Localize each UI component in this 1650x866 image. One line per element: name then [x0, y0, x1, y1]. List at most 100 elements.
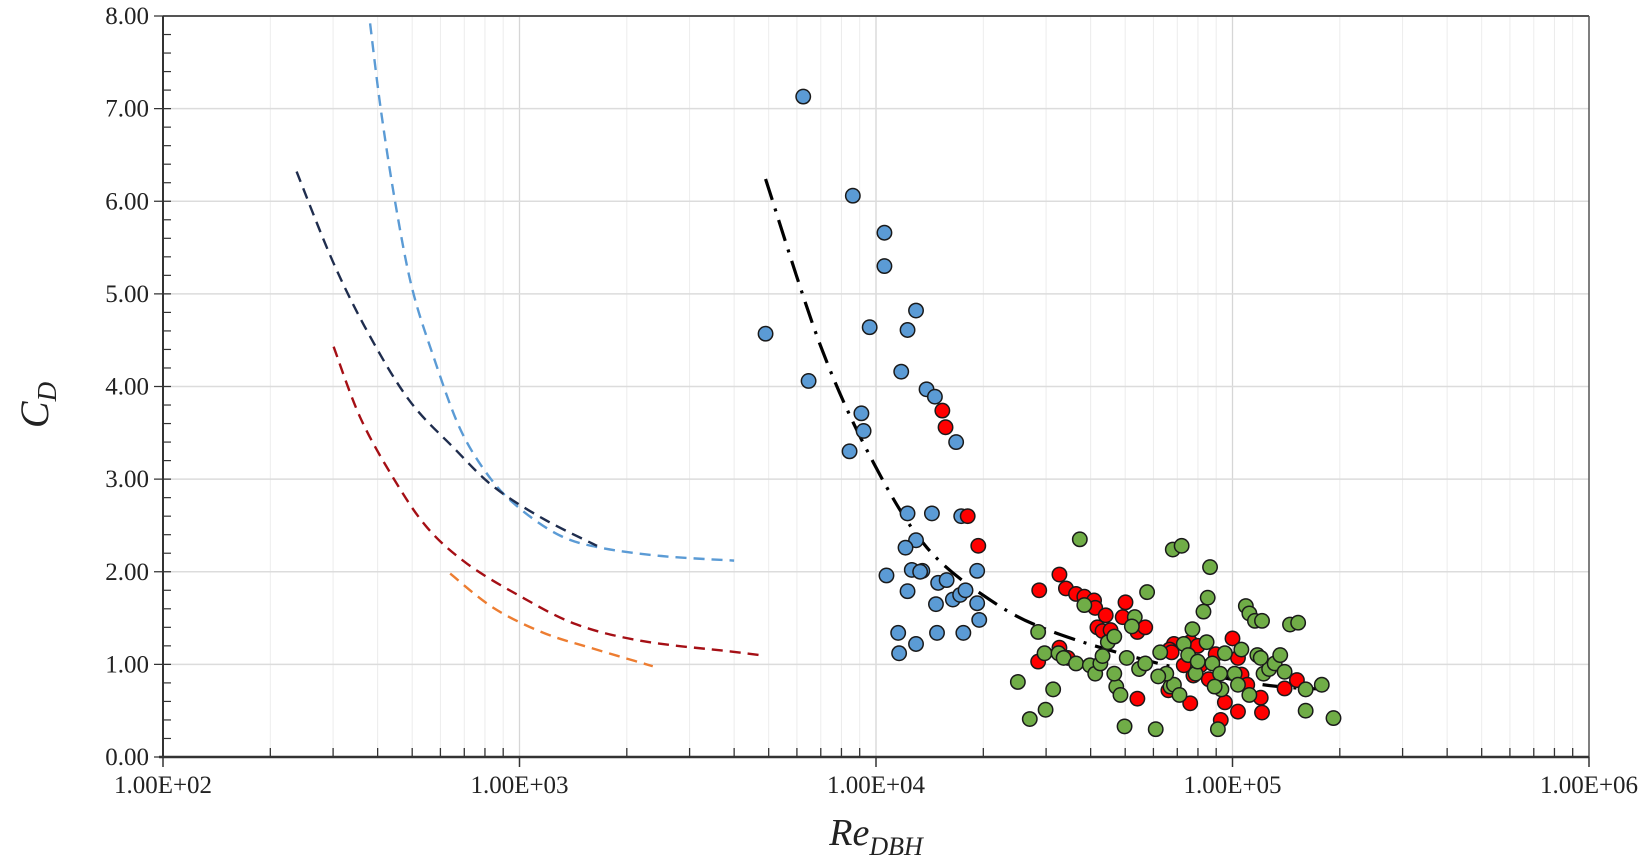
data-point-series-2: [1230, 676, 1246, 693]
data-point-series-2: [1045, 681, 1062, 698]
data-point-series-1: [1182, 695, 1199, 712]
data-point-series-2: [1313, 676, 1330, 693]
data-point-series-1: [970, 537, 987, 554]
data-point-series-0: [957, 582, 974, 599]
data-point-series-1: [1276, 680, 1293, 697]
data-point-series-0: [800, 372, 817, 389]
data-point-series-1: [1117, 594, 1134, 611]
data-point-series-0: [897, 539, 914, 556]
axes: [154, 15, 1590, 767]
data-point-series-0: [926, 388, 943, 405]
data-point-series-0: [861, 319, 878, 336]
data-point-series-1: [1254, 704, 1270, 721]
data-point-series-0: [795, 88, 812, 105]
data-point-series-2: [1112, 686, 1129, 703]
data-point-series-2: [1216, 645, 1233, 662]
data-point-series-0: [757, 325, 774, 342]
data-point-series-2: [1068, 655, 1084, 672]
y-tick-label: 3.00: [105, 466, 149, 493]
dashed-curve-1: [295, 171, 598, 547]
data-point-series-1: [1097, 607, 1114, 624]
data-point-series-2: [1254, 612, 1270, 629]
data-point-series-2: [1241, 686, 1258, 703]
data-point-series-2: [1233, 641, 1250, 658]
data-point-series-0: [912, 563, 929, 580]
data-point-series-2: [1189, 653, 1206, 670]
data-point-series-2: [1137, 655, 1154, 672]
data-point-series-2: [1195, 603, 1212, 620]
data-point-series-0: [948, 434, 965, 451]
data-point-series-2: [1076, 597, 1093, 614]
data-point-series-2: [1123, 618, 1140, 635]
data-point-series-2: [1094, 648, 1111, 664]
data-point-series-2: [1021, 711, 1038, 727]
data-point-series-0: [908, 636, 924, 652]
data-point-series-0: [853, 405, 870, 422]
x-tick-label: 1.00E+02: [114, 772, 212, 799]
data-point-series-1: [934, 402, 951, 419]
y-axis-title: CD: [12, 381, 62, 428]
dashed-curve-3: [449, 572, 654, 668]
data-point-series-0: [928, 596, 944, 613]
data-point-series-2: [1297, 681, 1314, 698]
data-point-series-1: [1230, 703, 1246, 720]
data-point-series-0: [923, 505, 940, 522]
y-tick-label: 6.00: [105, 188, 149, 215]
data-point-series-0: [876, 224, 893, 241]
data-point-series-0: [855, 423, 872, 439]
data-point-series-0: [938, 572, 955, 589]
x-tick-label: 1.00E+06: [1540, 772, 1638, 799]
y-tick-label: 7.00: [105, 96, 149, 123]
data-point-series-1: [959, 508, 976, 525]
data-point-series-1: [1051, 566, 1068, 583]
data-point-series-0: [841, 443, 858, 460]
data-point-series-2: [1147, 721, 1164, 738]
data-point-series-2: [1276, 663, 1293, 680]
y-tick-label: 1.00: [105, 651, 149, 678]
data-point-series-2: [1037, 701, 1054, 718]
data-point-series-2: [1290, 614, 1307, 631]
data-point-series-2: [1171, 686, 1188, 703]
fit-curve-dashdot: [764, 178, 1334, 691]
y-tick-label: 8.00: [105, 3, 149, 30]
dashed-curve-2: [332, 346, 761, 657]
data-point-series-0: [899, 583, 916, 600]
data-point-series-2: [1206, 678, 1223, 695]
data-point-series-2: [1173, 537, 1190, 554]
data-point-series-0: [890, 624, 907, 641]
data-point-series-2: [1139, 584, 1156, 601]
data-point-series-0: [899, 505, 916, 522]
data-point-series-0: [878, 567, 895, 584]
tick-labels: 1.00E+02 1.00E+03 1.00E+04 1.00E+05 1.00E+06…: [105, 3, 1638, 799]
data-point-series-2: [1030, 624, 1047, 640]
data-point-series-2: [1209, 721, 1226, 738]
scatter-series: [757, 88, 1342, 738]
data-point-series-2: [1198, 634, 1215, 651]
x-tick-label: 1.00E+03: [470, 772, 568, 799]
data-point-series-0: [876, 258, 893, 275]
data-point-series-1: [1129, 690, 1146, 707]
x-axis-title: ReDBH: [828, 812, 924, 861]
y-tick-label: 4.00: [105, 374, 149, 401]
data-point-series-1: [1216, 694, 1233, 711]
data-point-series-2: [1252, 649, 1269, 666]
data-point-series-0: [908, 302, 924, 319]
data-point-series-2: [1106, 665, 1123, 682]
data-point-series-2: [1297, 702, 1314, 719]
data-point-series-0: [844, 187, 861, 204]
data-point-series-0: [969, 595, 986, 612]
curve-series: [295, 23, 1334, 691]
data-point-series-2: [1036, 645, 1053, 662]
x-tick-label: 1.00E+05: [1183, 772, 1281, 799]
y-tick-label: 5.00: [105, 281, 149, 308]
dashed-curve-0: [368, 23, 735, 562]
data-point-series-2: [1071, 531, 1088, 548]
data-point-series-0: [891, 645, 908, 662]
data-point-series-1: [1224, 630, 1241, 647]
data-point-series-0: [971, 611, 988, 628]
data-point-series-0: [929, 624, 945, 641]
data-point-series-2: [1199, 589, 1216, 606]
data-point-series-2: [1116, 718, 1133, 735]
data-point-series-2: [1152, 644, 1169, 661]
x-tick-label: 1.00E+04: [827, 772, 926, 799]
